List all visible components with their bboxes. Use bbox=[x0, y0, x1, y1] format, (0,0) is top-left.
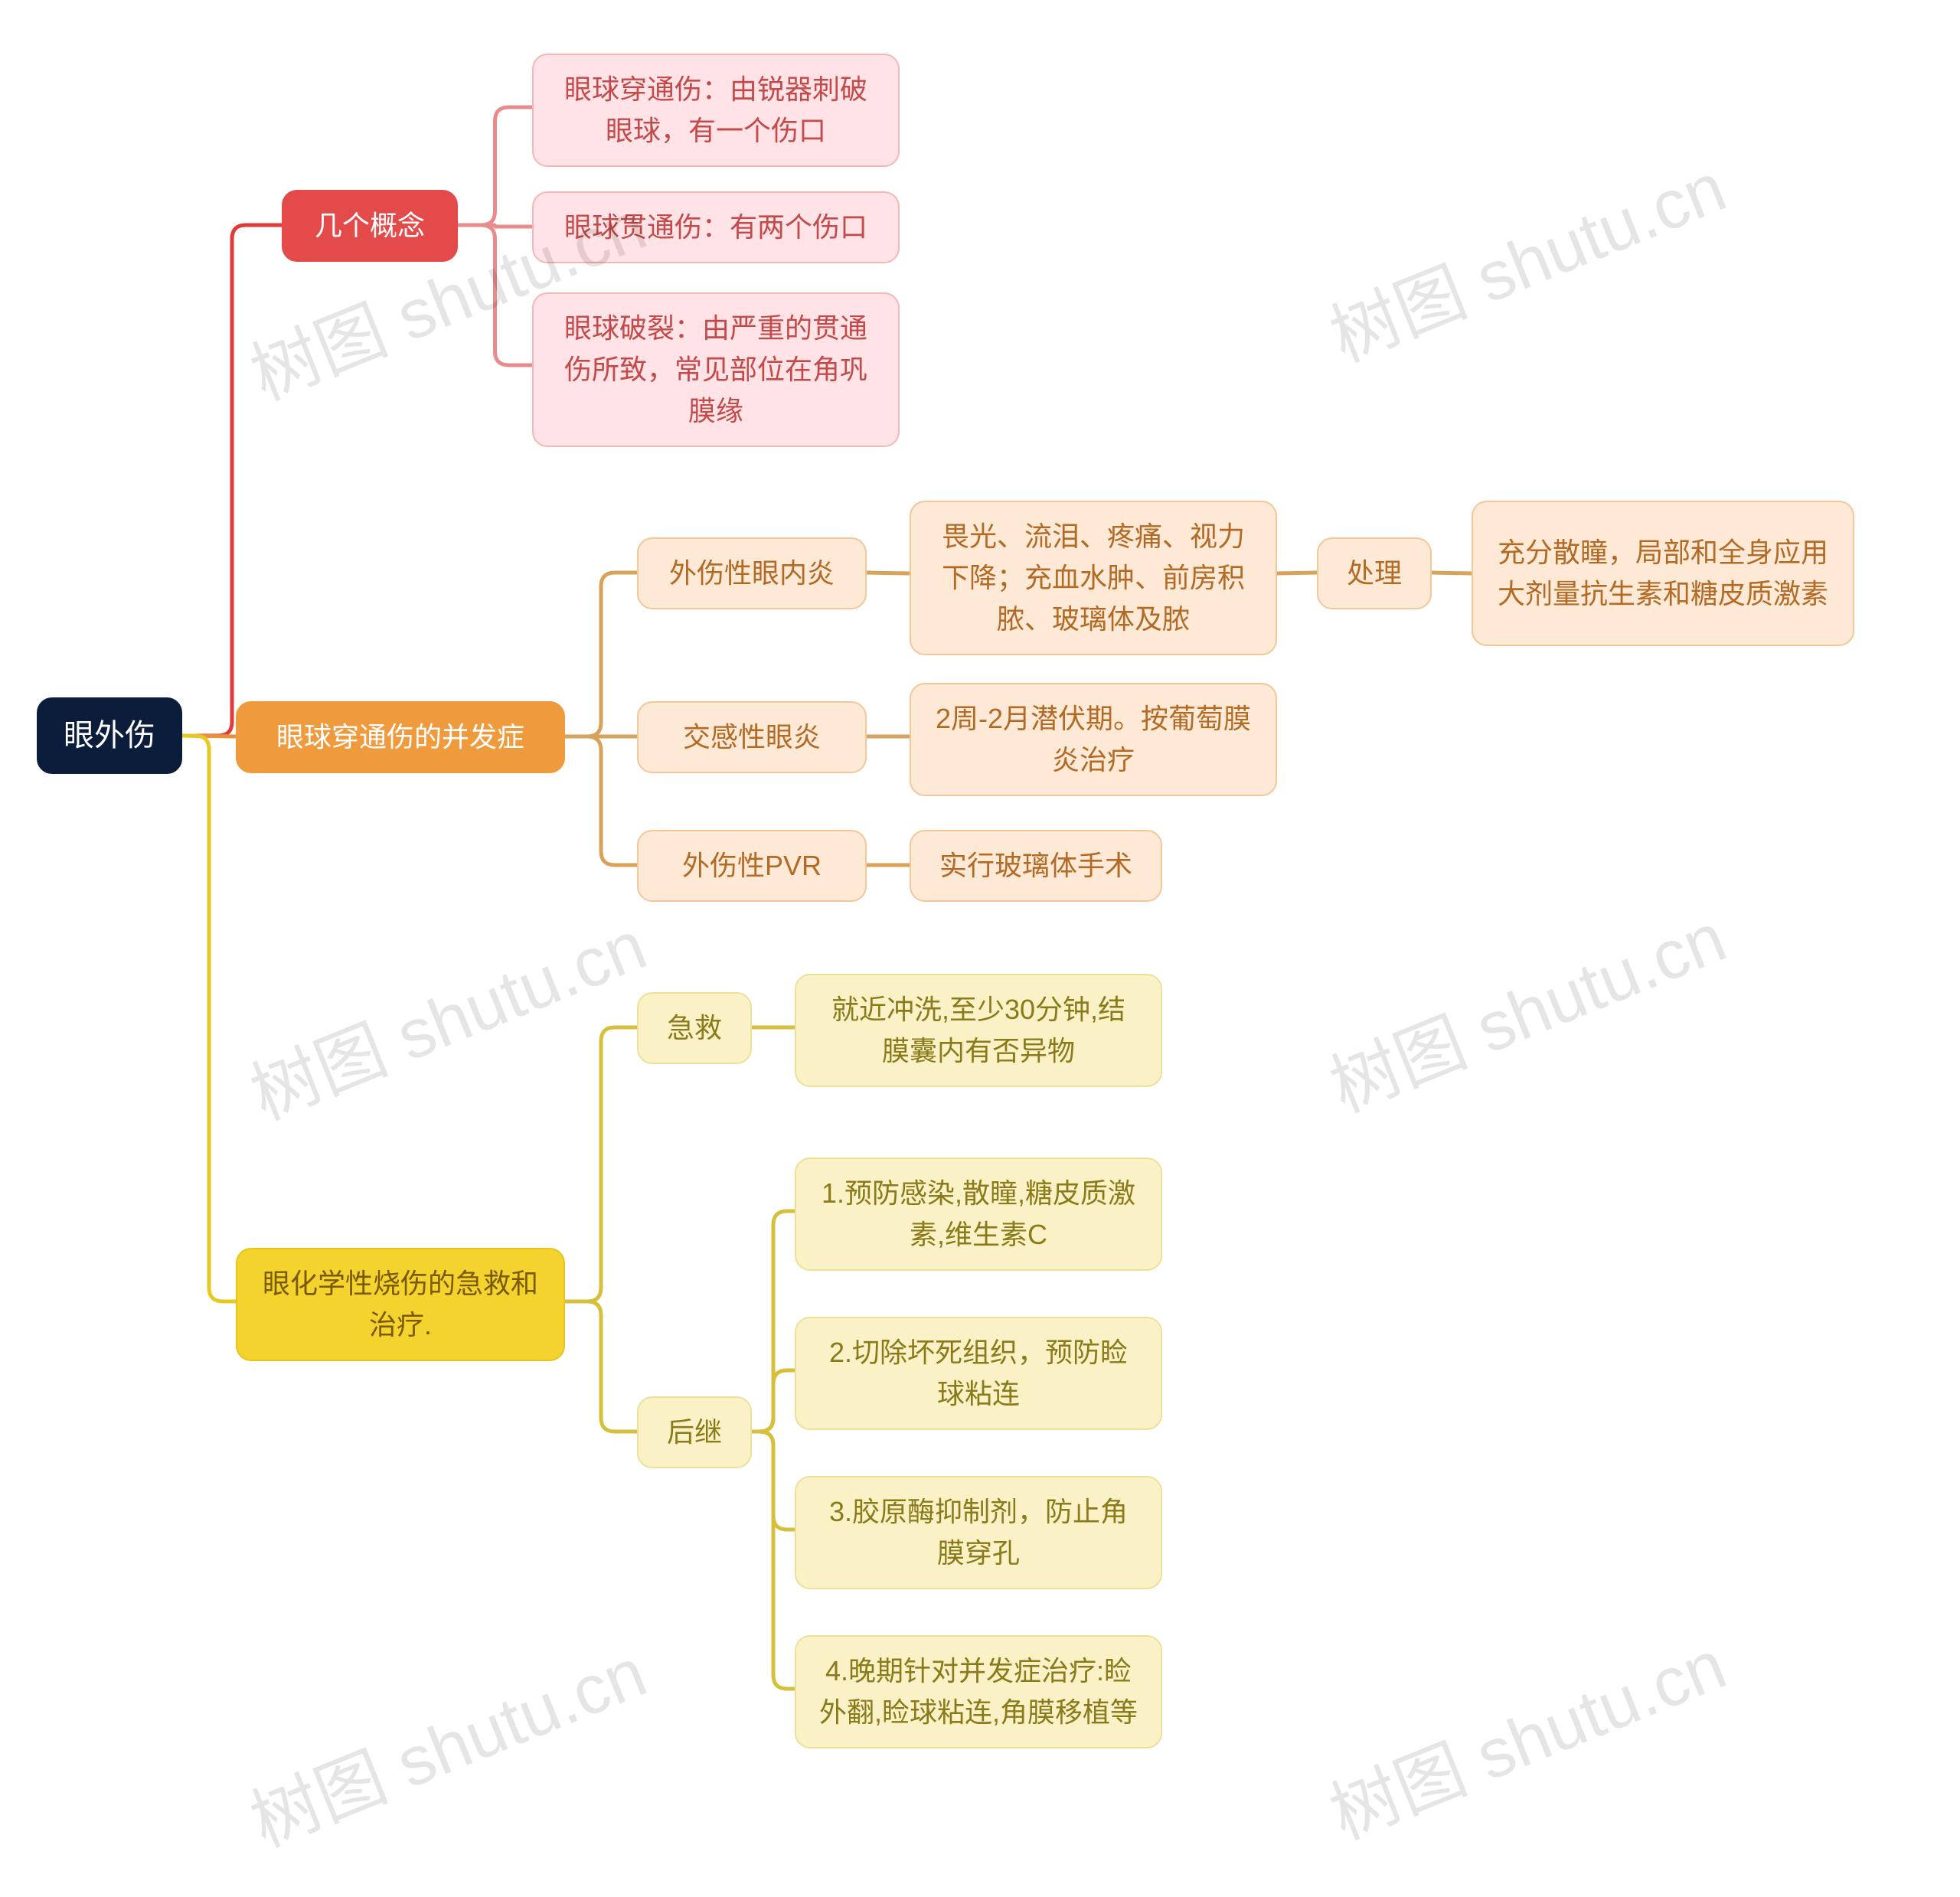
node-text: 3.胶原酶抑制剂，防止角膜穿孔 bbox=[818, 1491, 1139, 1574]
connector bbox=[565, 573, 637, 736]
connector bbox=[182, 225, 282, 736]
node-text: 后继 bbox=[667, 1412, 722, 1453]
mindmap-node-b3c2a: 1.预防感染,散瞳,糖皮质激素,维生素C bbox=[795, 1157, 1162, 1271]
connector bbox=[752, 1432, 795, 1530]
connector bbox=[752, 1211, 795, 1432]
connector bbox=[458, 225, 532, 227]
node-text: 4.晚期针对并发症治疗:睑外翻,睑球粘连,角膜移植等 bbox=[818, 1650, 1139, 1733]
connector bbox=[182, 736, 236, 1301]
connector bbox=[565, 736, 637, 865]
connector bbox=[458, 225, 532, 365]
node-text: 交感性眼炎 bbox=[683, 717, 821, 758]
connector bbox=[752, 1432, 795, 1689]
node-text: 2周-2月潜伏期。按葡萄膜炎治疗 bbox=[933, 698, 1254, 781]
mindmap-node-b2c2a: 2周-2月潜伏期。按葡萄膜炎治疗 bbox=[910, 683, 1277, 796]
node-text: 1.预防感染,散瞳,糖皮质激素,维生素C bbox=[818, 1173, 1139, 1255]
node-text: 就近冲洗,至少30分钟,结膜囊内有否异物 bbox=[818, 989, 1139, 1072]
node-text: 几个概念 bbox=[315, 205, 425, 247]
mindmap-node-b2c3: 外伤性PVR bbox=[637, 830, 867, 902]
mindmap-node-b1c2: 眼球贯通伤：有两个伤口 bbox=[532, 191, 900, 263]
mindmap-node-b2: 眼球穿通伤的并发症 bbox=[236, 701, 565, 773]
connector-layer bbox=[0, 0, 1960, 1897]
watermark-1: 树图 shutu.cn bbox=[1314, 132, 1738, 381]
node-text: 2.切除坏死组织，预防睑球粘连 bbox=[818, 1332, 1139, 1415]
mindmap-node-b1c1: 眼球穿通伤：由锐器刺破眼球，有一个伤口 bbox=[532, 54, 900, 167]
node-text: 眼化学性烧伤的急救和治疗. bbox=[259, 1263, 542, 1346]
watermark-3: 树图 shutu.cn bbox=[1314, 883, 1738, 1131]
mindmap-node-b1: 几个概念 bbox=[282, 190, 458, 262]
connector bbox=[458, 107, 532, 225]
node-text: 眼球穿通伤的并发症 bbox=[276, 717, 524, 758]
watermark-4: 树图 shutu.cn bbox=[234, 1618, 658, 1866]
connector bbox=[565, 1301, 637, 1432]
node-text: 实行玻璃体手术 bbox=[939, 845, 1132, 886]
node-text: 眼球穿通伤：由锐器刺破眼球，有一个伤口 bbox=[555, 69, 877, 152]
connector bbox=[752, 1370, 795, 1432]
mindmap-node-b3: 眼化学性烧伤的急救和治疗. bbox=[236, 1248, 565, 1361]
watermark-5: 树图 shutu.cn bbox=[1314, 1610, 1738, 1859]
node-text: 急救 bbox=[667, 1007, 722, 1049]
mindmap-node-b3c2d: 4.晚期针对并发症治疗:睑外翻,睑球粘连,角膜移植等 bbox=[795, 1635, 1162, 1748]
mindmap-node-b3c2b: 2.切除坏死组织，预防睑球粘连 bbox=[795, 1317, 1162, 1430]
node-text: 眼外伤 bbox=[64, 713, 155, 759]
mindmap-node-root: 眼外伤 bbox=[37, 697, 182, 774]
mindmap-node-b2c3a: 实行玻璃体手术 bbox=[910, 830, 1162, 902]
node-text: 眼球贯通伤：有两个伤口 bbox=[564, 207, 867, 248]
mindmap-node-b3c2c: 3.胶原酶抑制剂，防止角膜穿孔 bbox=[795, 1476, 1162, 1589]
node-text: 外伤性PVR bbox=[682, 845, 822, 886]
mindmap-node-b2c1a1: 处理 bbox=[1317, 537, 1432, 609]
node-text: 处理 bbox=[1347, 553, 1402, 594]
mindmap-node-b2c2: 交感性眼炎 bbox=[637, 701, 867, 773]
mindmap-node-b2c1a1a: 充分散瞳，局部和全身应用大剂量抗生素和糖皮质激素 bbox=[1472, 501, 1854, 646]
mindmap-node-b2c1: 外伤性眼内炎 bbox=[637, 537, 867, 609]
mindmap-node-b3c2: 后继 bbox=[637, 1396, 752, 1468]
mindmap-node-b3c1a: 就近冲洗,至少30分钟,结膜囊内有否异物 bbox=[795, 974, 1162, 1087]
node-text: 外伤性眼内炎 bbox=[669, 553, 835, 594]
mindmap-node-b2c1a: 畏光、流泪、疼痛、视力下降；充血水肿、前房积脓、玻璃体及脓 bbox=[910, 501, 1277, 655]
watermark-2: 树图 shutu.cn bbox=[234, 890, 658, 1139]
node-text: 充分散瞳，局部和全身应用大剂量抗生素和糖皮质激素 bbox=[1494, 532, 1831, 615]
node-text: 眼球破裂：由严重的贯通伤所致，常见部位在角巩膜缘 bbox=[555, 308, 877, 432]
connector bbox=[565, 1027, 637, 1301]
mindmap-node-b3c1: 急救 bbox=[637, 992, 752, 1064]
node-text: 畏光、流泪、疼痛、视力下降；充血水肿、前房积脓、玻璃体及脓 bbox=[933, 516, 1254, 640]
mindmap-node-b1c3: 眼球破裂：由严重的贯通伤所致，常见部位在角巩膜缘 bbox=[532, 292, 900, 447]
